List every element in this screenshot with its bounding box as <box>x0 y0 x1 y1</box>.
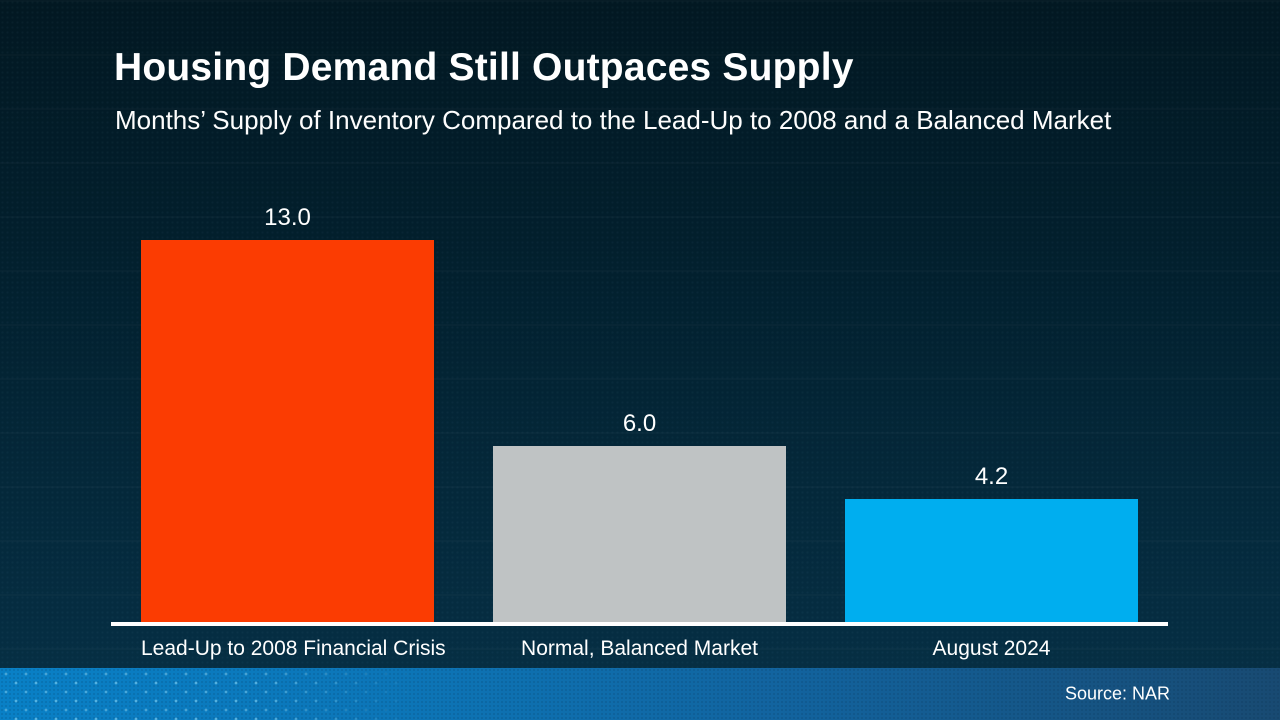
x-axis-labels: Lead-Up to 2008 Financial Crisis Normal,… <box>111 637 1168 667</box>
bar-chart: 13.0 6.0 4.2 <box>111 190 1168 626</box>
bar-group-august-2024: 4.2 <box>845 462 1138 622</box>
category-label-2008-crisis: Lead-Up to 2008 Financial Crisis <box>141 637 446 660</box>
category-label-balanced-market: Normal, Balanced Market <box>521 637 758 660</box>
category-label-august-2024: August 2024 <box>932 637 1051 660</box>
footer-band-dots-pattern <box>0 668 420 720</box>
source-text: Source: NAR <box>1064 683 1170 704</box>
bar-balanced-market <box>493 446 786 622</box>
bar-group-2008-crisis: 13.0 <box>141 203 434 622</box>
page-subtitle: Months’ Supply of Inventory Compared to … <box>115 105 1112 135</box>
bar-august-2024 <box>845 499 1138 622</box>
page-title: Housing Demand Still Outpaces Supply <box>114 46 854 89</box>
bar-2008-crisis <box>141 240 434 622</box>
value-label: 4.2 <box>974 462 1009 490</box>
footer-band: Source: NAR <box>0 668 1280 720</box>
value-label: 13.0 <box>264 203 311 231</box>
value-label: 6.0 <box>622 409 657 437</box>
bar-group-balanced-market: 6.0 <box>493 409 786 622</box>
